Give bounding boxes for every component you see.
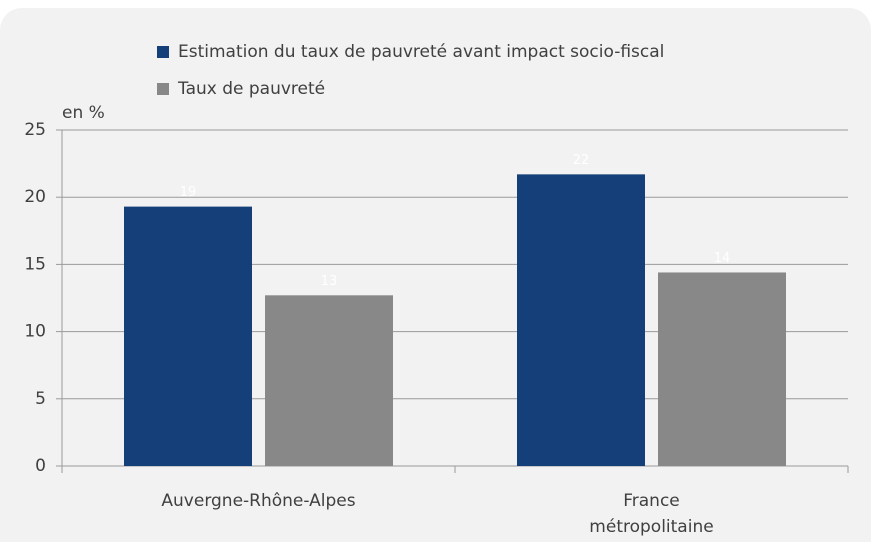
y-axis-label: en %	[62, 103, 105, 123]
data-label: 22	[573, 153, 590, 168]
bar	[658, 272, 786, 466]
legend-swatch	[157, 46, 169, 58]
y-tick-label: 20	[24, 187, 46, 207]
y-tick-label: 25	[24, 120, 46, 140]
bar	[124, 206, 252, 466]
bar	[517, 174, 645, 467]
x-tick-label: France métropolitaine	[589, 491, 714, 537]
legend-swatch	[157, 83, 169, 95]
bar	[265, 295, 393, 466]
y-tick-label: 10	[24, 322, 46, 342]
y-tick-label: 0	[35, 456, 46, 476]
x-tick-label: Auvergne-Rhône-Alpes	[161, 491, 356, 511]
data-label: 13	[321, 274, 338, 289]
legend-label: Estimation du taux de pauvreté avant imp…	[178, 42, 664, 62]
data-label: 19	[180, 185, 197, 200]
y-tick-label: 5	[35, 389, 46, 409]
y-tick-label: 15	[24, 254, 46, 274]
data-label: 14	[714, 251, 731, 266]
legend-label: Taux de pauvreté	[177, 79, 325, 99]
